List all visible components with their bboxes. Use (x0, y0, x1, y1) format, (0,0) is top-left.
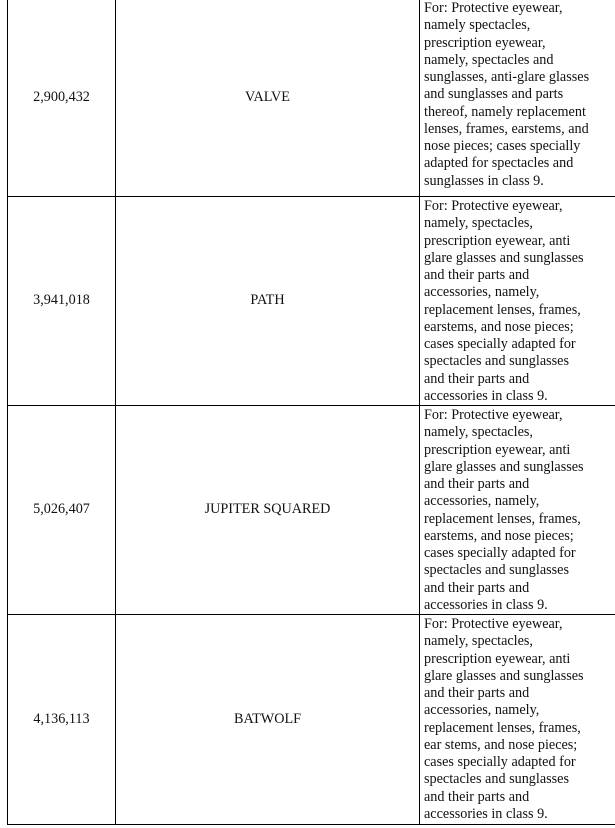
registration-number: 5,026,407 (7, 405, 116, 615)
table-row: 2,900,432 VALVE For: Protective eyewear,… (7, 0, 615, 197)
trademark-name: JUPITER SQUARED (115, 405, 420, 615)
trademark-name: PATH (115, 196, 420, 406)
table-row: 5,026,407 JUPITER SQUARED For: Protectiv… (7, 405, 615, 615)
trademark-table: 2,900,432 VALVE For: Protective eyewear,… (7, 0, 615, 825)
goods-description: For: Protective eyewear, namely spectacl… (419, 0, 615, 197)
registration-number: 2,900,432 (7, 0, 116, 197)
goods-description: For: Protective eyewear, namely, spectac… (419, 196, 615, 406)
trademark-name: VALVE (115, 0, 420, 197)
goods-description: For: Protective eyewear, namely, spectac… (419, 614, 615, 825)
table-row: 3,941,018 PATH For: Protective eyewear, … (7, 196, 615, 406)
trademark-name: BATWOLF (115, 614, 420, 825)
table-row: 4,136,113 BATWOLF For: Protective eyewea… (7, 614, 615, 825)
registration-number: 4,136,113 (7, 614, 116, 825)
goods-description: For: Protective eyewear, namely, spectac… (419, 405, 615, 615)
registration-number: 3,941,018 (7, 196, 116, 406)
